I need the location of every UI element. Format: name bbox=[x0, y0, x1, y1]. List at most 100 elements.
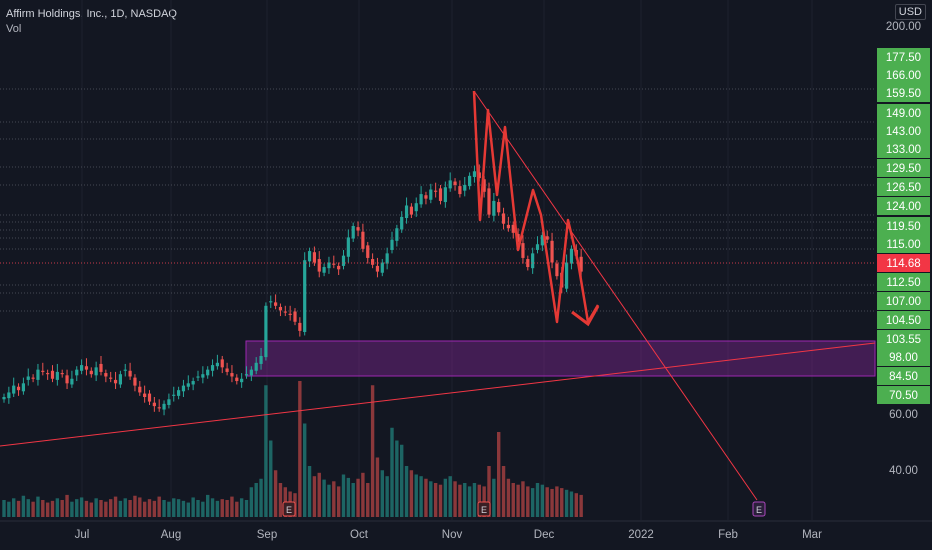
volume-bar-11 bbox=[55, 498, 60, 517]
candle-body-23 bbox=[113, 379, 118, 384]
candle-body-47 bbox=[230, 373, 234, 377]
candle-body-84 bbox=[409, 206, 413, 215]
candle-body-93 bbox=[453, 181, 457, 185]
volume-bar-54 bbox=[264, 385, 268, 517]
price-tag-bg-6 bbox=[877, 159, 930, 177]
volume-bar-7 bbox=[36, 496, 40, 517]
candle-body-17 bbox=[84, 366, 89, 370]
candle-body-35 bbox=[172, 394, 176, 396]
volume-bar-12 bbox=[60, 500, 64, 517]
last-price-label: 114.68 bbox=[886, 258, 920, 270]
volume-bar-3 bbox=[16, 500, 21, 517]
earnings-marker-label-2: E bbox=[756, 505, 762, 515]
candle-body-31 bbox=[152, 402, 156, 407]
volume-bar-21 bbox=[104, 501, 108, 517]
y-tick-label-1: 60.00 bbox=[889, 409, 918, 421]
price-tag-bg-9 bbox=[877, 217, 930, 235]
candle-body-79 bbox=[385, 253, 389, 264]
candle-body-83 bbox=[404, 205, 409, 219]
volume-bar-49 bbox=[239, 498, 244, 517]
volume-bar-108 bbox=[526, 486, 530, 517]
volume-bar-44 bbox=[215, 500, 220, 517]
volume-bar-92 bbox=[448, 476, 452, 517]
candle-body-77 bbox=[375, 265, 380, 272]
volume-bar-64 bbox=[312, 476, 317, 517]
volume-bar-88 bbox=[429, 481, 433, 517]
candle-body-62 bbox=[303, 260, 307, 333]
price-tag-label-14: 103.55 bbox=[886, 334, 921, 346]
candle-body-99 bbox=[482, 179, 486, 192]
price-tag-bg-11 bbox=[877, 273, 930, 291]
volume-bar-68 bbox=[332, 481, 336, 517]
volume-bar-14 bbox=[70, 501, 74, 517]
candle-body-10 bbox=[50, 370, 55, 379]
volume-bar-85 bbox=[414, 474, 418, 517]
price-tag-bg-8 bbox=[877, 197, 930, 215]
currency-label[interactable]: USD bbox=[894, 4, 926, 20]
candle-body-64 bbox=[312, 252, 316, 263]
volume-bar-47 bbox=[230, 496, 234, 517]
time-axis[interactable]: Jul Aug Sep Oct Nov Dec 2022 Feb Mar bbox=[0, 520, 932, 541]
price-tag-bg-4 bbox=[877, 122, 930, 140]
x-tick-label-0: Jul bbox=[75, 529, 90, 541]
price-tag-bg-16 bbox=[877, 367, 930, 385]
candle-body-3 bbox=[16, 386, 21, 391]
candle-body-32 bbox=[157, 407, 161, 409]
candle-body-50 bbox=[244, 374, 249, 376]
price-axis[interactable]: 177.50 166.00 159.50 149.00 143.00 133.00 129.… bbox=[0, 21, 930, 477]
candle-body-90 bbox=[438, 188, 443, 201]
candle-body-29 bbox=[143, 393, 147, 397]
candle-body-103 bbox=[501, 213, 506, 224]
volume-bar-22 bbox=[109, 499, 113, 517]
volume-bar-93 bbox=[453, 481, 457, 517]
price-tag-bg-1 bbox=[877, 66, 930, 84]
candle-body-71 bbox=[346, 237, 350, 257]
earnings-marker-2: E bbox=[752, 501, 766, 517]
volume-bar-15 bbox=[75, 499, 79, 517]
price-tag-label-3: 149.00 bbox=[886, 108, 921, 120]
candle-body-38 bbox=[186, 383, 190, 387]
price-tag-label-11: 112.50 bbox=[886, 277, 920, 289]
earnings-marker-1: E bbox=[477, 501, 491, 517]
volume-bar-62 bbox=[303, 423, 307, 517]
candle-body-104 bbox=[506, 224, 510, 229]
volume-bar-82 bbox=[400, 444, 404, 517]
candle-body-54 bbox=[264, 305, 268, 358]
volume-bar-48 bbox=[235, 501, 239, 517]
candle-body-87 bbox=[424, 195, 428, 199]
volume-bar-106 bbox=[516, 484, 520, 517]
candle-body-25 bbox=[123, 369, 127, 371]
x-tick-label-5: Dec bbox=[534, 529, 555, 541]
price-tag-label-17: 70.50 bbox=[889, 390, 918, 402]
candle-body-111 bbox=[540, 235, 544, 246]
price-tag-bg-5 bbox=[877, 140, 930, 158]
candle-body-8 bbox=[41, 370, 45, 372]
candle-body-27 bbox=[133, 377, 137, 386]
price-tag-bg-12 bbox=[877, 292, 930, 310]
volume-bar-45 bbox=[220, 499, 224, 517]
candle-body-117 bbox=[569, 248, 574, 264]
volume-bar-107 bbox=[521, 481, 525, 517]
candle-body-14 bbox=[70, 378, 74, 385]
candle-body-12 bbox=[60, 373, 64, 375]
volume-bar-104 bbox=[506, 478, 511, 517]
volume-bar-70 bbox=[341, 474, 346, 517]
volume-bar-66 bbox=[322, 479, 326, 517]
candle-body-97 bbox=[472, 171, 477, 177]
price-tag-bg-7 bbox=[877, 178, 930, 196]
volume-bar-5 bbox=[26, 499, 30, 517]
candle-body-67 bbox=[327, 262, 331, 269]
falling-trendline bbox=[473, 90, 758, 501]
candle-body-2 bbox=[12, 385, 16, 394]
candle-body-53 bbox=[259, 355, 263, 364]
candle-body-101 bbox=[492, 200, 496, 216]
earnings-marker-0: E bbox=[282, 501, 296, 517]
volume-bar-8 bbox=[41, 500, 45, 517]
volume-bar-110 bbox=[535, 483, 540, 517]
candle-body-96 bbox=[468, 175, 472, 187]
volume-bar-16 bbox=[79, 497, 84, 517]
candle-body-21 bbox=[104, 373, 108, 377]
candle-body-110 bbox=[535, 244, 540, 250]
